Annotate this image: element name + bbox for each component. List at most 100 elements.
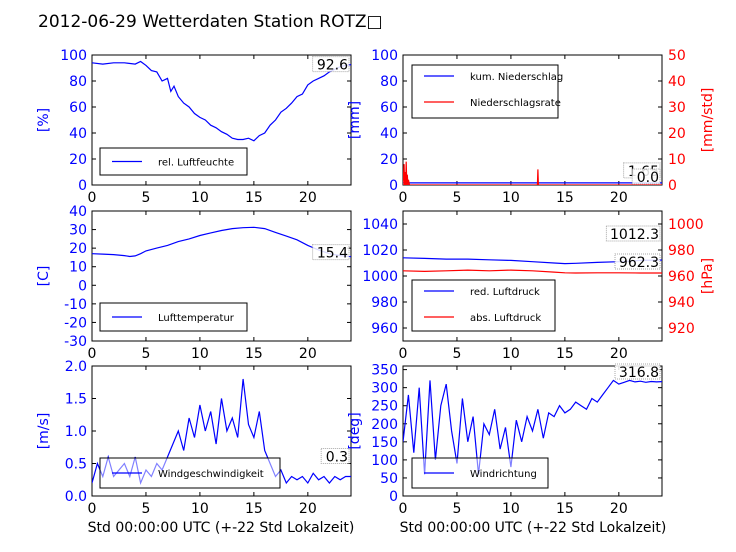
series-line-1	[92, 60, 351, 142]
humidity-panel: 0 5 10 15 20 0 20 40 60 80 100 [%] 92.6 rel. Luftfeuc…	[36, 48, 352, 206]
x-tick-label: 20	[299, 190, 317, 206]
y-tick-label: 0	[78, 178, 87, 194]
x-tick-label: 0	[399, 346, 408, 362]
x-tick-label: 15	[556, 346, 574, 362]
y-tick-label: 300	[371, 381, 398, 397]
y-tick-label: 0	[389, 489, 398, 505]
y-tick-label: 20	[380, 152, 398, 168]
value-label-box	[320, 448, 350, 464]
y2-tick-label: 30	[668, 100, 686, 116]
y2-tick-label: 920	[668, 321, 695, 337]
y-tick-label: 100	[60, 48, 87, 64]
y-axis-label: [mm]	[347, 101, 363, 139]
x-tick-label: 0	[399, 190, 408, 206]
wind-speed-panel: 0 5 10 15 20 0.0 0.5 1.0 1.5 2.0 [m/s] 0.3 Windgesch…	[36, 359, 352, 517]
x-tick-label: 15	[245, 501, 263, 517]
series-line-1	[92, 378, 351, 486]
y-tick-label: 0	[78, 278, 87, 294]
y2-tick-label: 940	[668, 295, 695, 311]
pressure-panel: 0 5 10 15 20 960 980 1000 1020 1040 920 940 960 980 10…	[362, 210, 716, 362]
y-tick-label: 1.5	[65, 392, 87, 408]
x-tick-label: 10	[191, 346, 209, 362]
x-tick-label: 0	[88, 501, 97, 517]
y-axis-label: [%]	[36, 108, 52, 132]
y-tick-label: 980	[371, 295, 398, 311]
y-axis-label: [C]	[36, 266, 52, 287]
legend-entry: Niederschlagsrate	[470, 98, 561, 109]
precipitation-panel: 0 5 10 15 20 0 20 40 60 80 100 [mm] 0 10 20 30 40 50 [mm/s…	[347, 48, 716, 206]
temperature-panel: 0 5 10 15 20 -30 -20 -10 0 10 20 30 40 [C] 15.4 Lufttem…	[36, 204, 352, 362]
series-line-2	[403, 269, 662, 274]
x-tick-label: 5	[452, 501, 461, 517]
last-value-label: 0.3	[326, 450, 348, 466]
x-tick-label: 5	[452, 346, 461, 362]
y-tick-label: 0.5	[65, 457, 87, 473]
y-tick-label: -10	[64, 297, 87, 313]
y2-tick-label: 0	[668, 178, 677, 194]
y-tick-label: 50	[380, 471, 398, 487]
value-label-box	[631, 168, 661, 185]
y-tick-label: 250	[371, 399, 398, 415]
y-tick-label: 150	[371, 435, 398, 451]
x-tick-label: 10	[502, 190, 520, 206]
y2-tick-label: 50	[668, 48, 686, 64]
legend-entry: rel. Luftfeuchte	[158, 158, 234, 169]
value-label-box	[312, 244, 350, 261]
last-value-label: 0.0	[637, 170, 659, 186]
x-tick-label: 5	[141, 501, 150, 517]
y2-axis-label: [mm/std]	[700, 88, 716, 153]
x-tick-label: 20	[610, 501, 628, 517]
series-line-1	[92, 226, 351, 258]
x-tick-label: 10	[502, 346, 520, 362]
legend-entry: abs. Luftdruck	[470, 313, 541, 324]
y2-tick-label: 980	[668, 243, 695, 259]
y-tick-label: 20	[69, 241, 87, 257]
last-value-label: 92.6	[317, 58, 348, 74]
y-tick-label: 60	[380, 100, 398, 116]
figure-title: 2012-06-29 Wetterdaten Station ROTZ□	[38, 12, 383, 32]
x-tick-label: 15	[556, 501, 574, 517]
y-tick-label: 1040	[362, 217, 398, 233]
x-tick-label: 20	[610, 190, 628, 206]
last-value-label: 15.4	[317, 246, 348, 262]
y-tick-label: 0	[389, 178, 398, 194]
y-axis-label: [deg]	[347, 412, 363, 449]
value-label-box	[614, 253, 661, 270]
y2-tick-label: 960	[668, 269, 695, 285]
legend-entry: Windrichtung	[470, 469, 537, 480]
x-tick-label: 15	[556, 190, 574, 206]
x-tick-label: 5	[141, 346, 150, 362]
y2-tick-label: 1000	[668, 217, 704, 233]
x-tick-label: 5	[141, 190, 150, 206]
x-tick-label: 0	[88, 346, 97, 362]
y2-tick-label: 20	[668, 126, 686, 142]
y-tick-label: -20	[64, 315, 87, 331]
last-value-label: 1012.3	[610, 227, 659, 243]
last-value-label: 962.3	[619, 255, 659, 271]
y-tick-label: 60	[69, 100, 87, 116]
y-tick-label: 2.0	[65, 359, 87, 375]
x-tick-label: 15	[245, 190, 263, 206]
y-tick-label: 960	[371, 321, 398, 337]
y-tick-label: 40	[69, 204, 87, 220]
x-tick-label: 0	[88, 190, 97, 206]
y2-tick-label: 40	[668, 74, 686, 90]
series-line-1	[403, 379, 662, 475]
y-tick-label: 30	[69, 223, 87, 239]
x-tick-label: 0	[399, 501, 408, 517]
legend-entry: Lufttemperatur	[158, 313, 235, 324]
y2-tick-label: 10	[668, 152, 686, 168]
x-tick-label: 20	[299, 346, 317, 362]
x-axis-label-right: Std 00:00:00 UTC (+-22 Std Lokalzeit)	[400, 520, 667, 536]
value-label-box	[312, 56, 350, 73]
legend-entry: kum. Niederschlag	[470, 72, 563, 83]
series-line-2	[403, 161, 662, 185]
x-tick-label: 10	[191, 501, 209, 517]
value-label-box	[605, 225, 661, 242]
y-tick-label: 200	[371, 417, 398, 433]
y-tick-label: 20	[69, 152, 87, 168]
y2-axis-label: [hPa]	[700, 258, 716, 294]
wind-direction-panel: 0 5 10 15 20050100150200250300350[deg]316.8W…	[347, 363, 663, 517]
y-tick-label: 1.0	[65, 424, 87, 440]
